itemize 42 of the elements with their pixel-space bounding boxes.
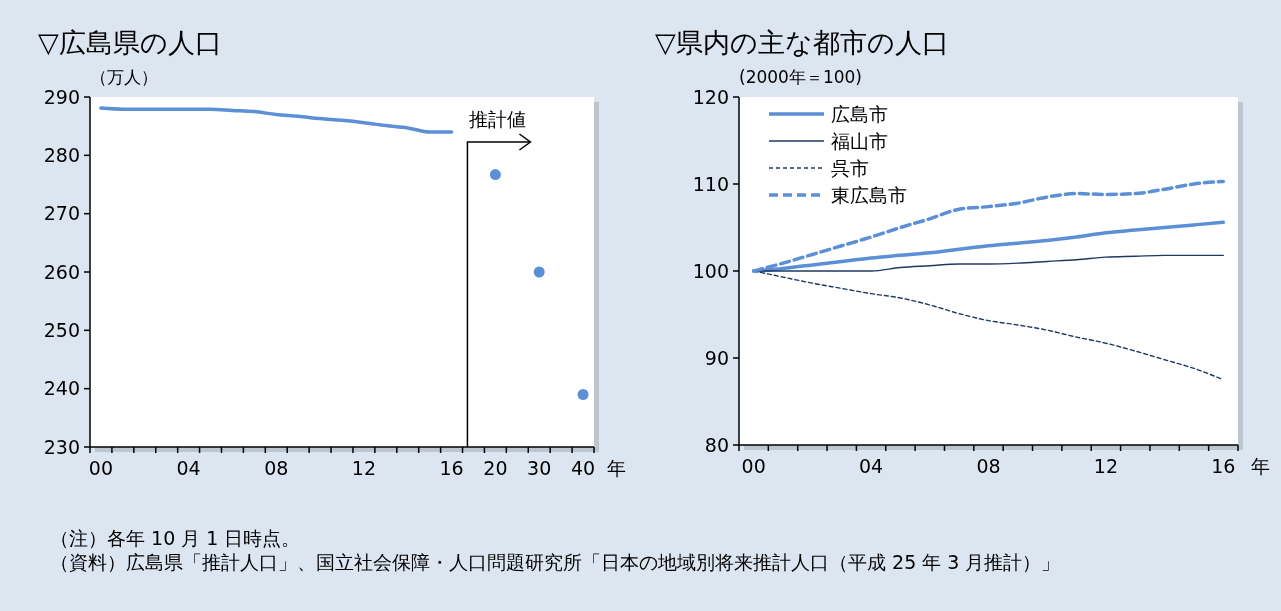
point [577,389,589,400]
y-tick-label: 290 [43,85,80,108]
y-tick-label: 120 [692,85,729,108]
x-tick-label: 00 [88,457,114,479]
x-tick-label: 16 [1211,455,1236,477]
y-tick-label: 230 [43,435,80,458]
x-tick-label: 04 [176,457,201,479]
x-axis-title: 年 [1250,455,1270,477]
legend-label: 呉市 [831,156,869,179]
y-tick-label: 270 [43,202,80,225]
y-tick-label: 110 [692,172,729,195]
x-tick-label: 08 [264,457,289,479]
y-tick-label: 80 [704,433,729,456]
text: （注）各年 10 月 1 日時点。 [50,527,301,549]
y-tick-label: 280 [43,143,80,166]
line-series [99,106,454,134]
legend-label: 福山市 [831,129,888,152]
y-tick-label: 90 [704,346,729,369]
y-tick-label: 260 [43,260,80,283]
x-tick-label: 30 [527,457,552,479]
point [533,266,545,278]
point [489,169,501,181]
y-axis-title: (2000年＝100) [739,67,862,87]
x-tick-label: 04 [858,455,884,477]
y-tick-label: 100 [692,259,729,282]
x-tick-label: 40 [570,457,596,479]
annotation: 推計値 [469,108,527,130]
x-axis-title: 年 [606,457,626,479]
chart-title: ▽県内の主な都市の人口 [655,27,949,58]
y-axis-title: （万人） [90,67,158,87]
y-tick-label: 250 [43,318,80,341]
legend-label: 東広島市 [831,183,907,206]
chart-title: ▽広島県の人口 [38,27,222,58]
x-tick-label: 08 [976,455,1001,477]
x-tick-label: 00 [741,455,766,477]
x-tick-label: 12 [351,457,377,479]
x-tick-label: 20 [483,457,508,479]
x-tick-label: 16 [439,457,464,479]
x-tick-label: 12 [1093,455,1119,477]
y-tick-label: 240 [43,377,80,400]
legend-label: 広島市 [831,102,888,125]
text: （資料）広島県「推計人口」、国立社会保障・人口問題研究所「日本の地域別将来推計人口（平成 25 年 3 月推計）」 [50,551,1061,573]
